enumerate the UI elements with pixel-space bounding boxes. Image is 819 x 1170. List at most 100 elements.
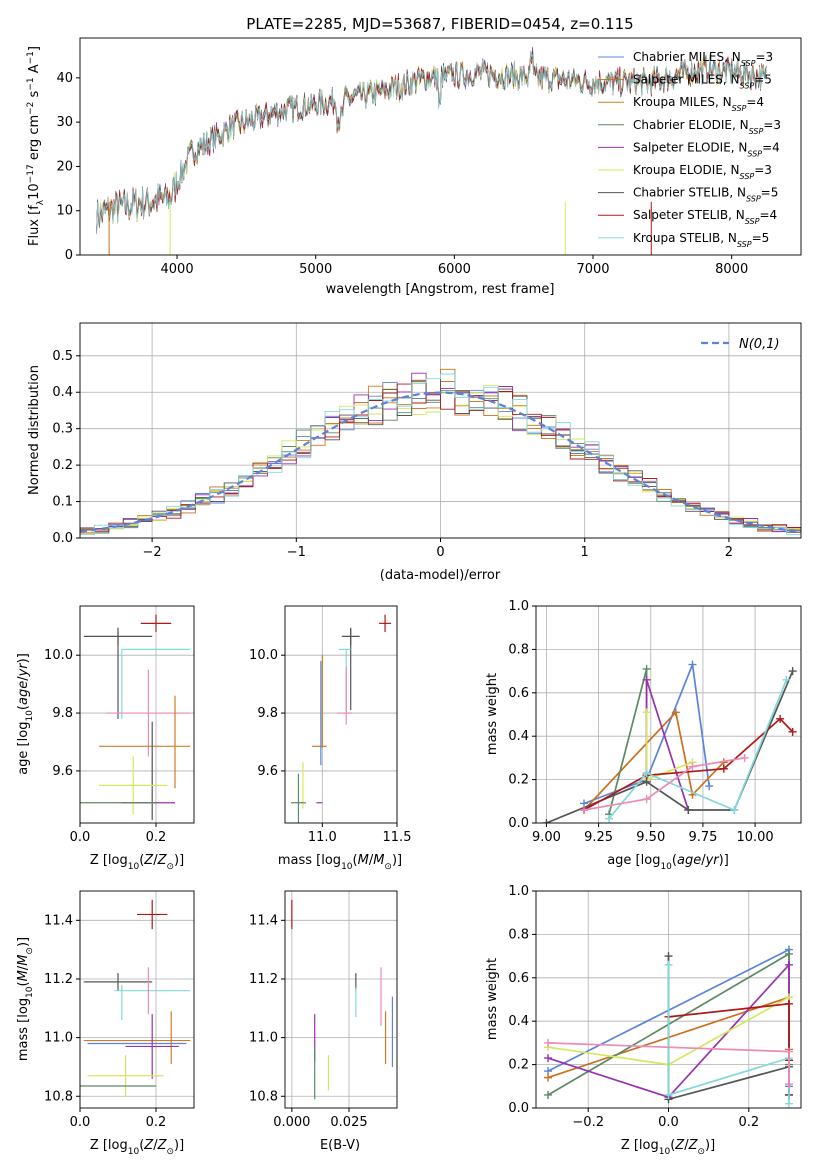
data-point bbox=[684, 805, 693, 814]
data-point bbox=[705, 782, 714, 791]
data-point bbox=[642, 708, 651, 717]
plot-area bbox=[542, 660, 797, 823]
y-tick-label: 11.4 bbox=[249, 913, 278, 928]
data-point bbox=[664, 1090, 673, 1099]
y-tick-label: 9.8 bbox=[257, 706, 278, 721]
y-tick-label: 0.2 bbox=[508, 1058, 529, 1073]
data-point bbox=[719, 764, 728, 773]
data-point bbox=[788, 727, 797, 736]
y-tick-label: 10.0 bbox=[249, 648, 278, 663]
data-point bbox=[784, 1047, 793, 1056]
x-tick-label: 0.2 bbox=[146, 830, 167, 845]
x-tick-label: 0.2 bbox=[146, 1115, 167, 1130]
y-tick-label: 10.8 bbox=[44, 1089, 73, 1104]
y-tick-label: 0.8 bbox=[508, 642, 529, 657]
y-tick-label: 10 bbox=[56, 204, 73, 219]
x-axis-label: mass [log10(M/M⊙)] bbox=[278, 853, 402, 872]
x-tick-label: 0.025 bbox=[330, 1115, 367, 1130]
x-tick-label: 11.5 bbox=[383, 830, 412, 845]
x-tick-label: −2 bbox=[143, 545, 162, 560]
plot-area bbox=[96, 46, 767, 255]
data-point bbox=[784, 960, 793, 969]
data-point bbox=[544, 1090, 553, 1099]
y-tick-label: 0.2 bbox=[52, 458, 73, 473]
data-point bbox=[671, 708, 680, 717]
axes-frame bbox=[79, 605, 195, 824]
y-tick-label: 40 bbox=[56, 71, 73, 86]
y-tick-label: 0.0 bbox=[508, 1101, 529, 1116]
y-tick-label: 0.0 bbox=[52, 531, 73, 546]
y-tick-label: 0.6 bbox=[508, 686, 529, 701]
axes-weight_vs_age: 9.00 9.25 9.50 9.75 10.00 0.0 0.2 0.4 0.6 0.8 1.0 a… bbox=[485, 599, 802, 872]
x-tick-label: 6000 bbox=[438, 262, 471, 277]
y-axis-label: Normed distribution bbox=[27, 365, 42, 495]
x-tick-label: 0.0 bbox=[70, 1115, 91, 1130]
y-axis-label: mass weight bbox=[485, 958, 500, 1040]
x-axis-label: Z [log10(Z/Z⊙)] bbox=[621, 1138, 715, 1157]
y-tick-label: 0.3 bbox=[52, 422, 73, 437]
y-tick-label: 1.0 bbox=[508, 599, 529, 614]
x-tick-label: 9.75 bbox=[688, 830, 717, 845]
x-tick-label: 10.00 bbox=[736, 830, 773, 845]
data-point bbox=[664, 952, 673, 961]
y-tick-label: 30 bbox=[56, 115, 73, 130]
legend-entry: Chabrier STELIB, NSSP=5 bbox=[633, 186, 778, 204]
x-tick-label: 4000 bbox=[161, 262, 194, 277]
x-axis-label: (data-model)/error bbox=[380, 568, 501, 583]
data-point bbox=[542, 819, 551, 823]
plot-area bbox=[544, 945, 793, 1108]
y-axis-label: mass weight bbox=[485, 673, 500, 755]
legend-entry: Salpeter STELIB, NSSP=4 bbox=[633, 208, 777, 226]
y-tick-label: 9.6 bbox=[257, 764, 278, 779]
weight-line bbox=[583, 757, 745, 811]
legend-entry: Salpeter ELODIE, NSSP=4 bbox=[633, 140, 780, 158]
axes-frame bbox=[284, 605, 398, 824]
y-tick-label: 10.0 bbox=[44, 648, 73, 663]
axes-age_vs_Z: 0.0 0.2 9.6 9.8 10.0 Z [log10(Z/Z⊙)] age [log1… bbox=[16, 605, 195, 872]
spectrum-line bbox=[96, 50, 767, 233]
x-tick-label: 1 bbox=[581, 545, 589, 560]
weight-line bbox=[583, 710, 725, 811]
axes-frame bbox=[79, 890, 195, 1109]
data-point bbox=[605, 814, 614, 823]
data-point bbox=[642, 769, 651, 778]
data-point bbox=[784, 999, 793, 1008]
data-point bbox=[688, 762, 697, 771]
y-tick-label: 0.2 bbox=[508, 773, 529, 788]
x-tick-label: 0.0 bbox=[658, 1115, 679, 1130]
legend-entry: Chabrier ELODIE, NSSP=3 bbox=[633, 118, 781, 136]
x-axis-label: Z [log10(Z/Z⊙)] bbox=[90, 853, 184, 872]
x-tick-label: 0.2 bbox=[738, 1115, 759, 1130]
axes-frame bbox=[535, 605, 802, 824]
axes-frame bbox=[284, 890, 398, 1109]
axes-frame bbox=[79, 37, 802, 256]
y-tick-label: 0.1 bbox=[52, 495, 73, 510]
x-tick-label: 9.25 bbox=[584, 830, 613, 845]
x-tick-label: −0.2 bbox=[572, 1115, 604, 1130]
x-tick-label: 9.50 bbox=[636, 830, 665, 845]
axes-age_vs_mass: 11.0 11.5 9.6 9.8 10.0 mass [log10(M/M⊙)] bbox=[249, 605, 412, 872]
y-tick-label: 11.0 bbox=[44, 1031, 73, 1046]
axes-mass_vs_EBV: 0.000 0.025 10.8 11.0 11.2 11.4 E(B-V) bbox=[249, 890, 398, 1153]
y-tick-label: 20 bbox=[56, 159, 73, 174]
y-tick-label: 0.4 bbox=[508, 1014, 529, 1029]
y-tick-label: 9.8 bbox=[52, 706, 73, 721]
data-point bbox=[579, 805, 588, 814]
plot-area bbox=[80, 899, 191, 1097]
axes-spectrum: 4000 5000 6000 7000 8000 0 10 20 30 40 wavelength … bbox=[26, 37, 802, 297]
data-point bbox=[784, 1080, 793, 1089]
legend-entry: Salpeter MILES, NSSP=5 bbox=[633, 73, 772, 91]
histogram-step bbox=[80, 373, 801, 533]
x-axis-label: E(B-V) bbox=[320, 1138, 360, 1153]
axes-histogram: −2 −1 0 1 2 0.0 0.1 0.2 0.3 0.4 0.5 (data-model)/er… bbox=[27, 322, 802, 583]
y-axis-label: mass [log10(M/M⊙)] bbox=[16, 937, 35, 1061]
y-axis-label: Flux [fλ10−17 erg cm−2 s−1 A−1] bbox=[26, 46, 46, 246]
legend-entry: Kroupa STELIB, NSSP=5 bbox=[633, 231, 769, 249]
plot-area bbox=[80, 614, 191, 821]
y-tick-label: 11.2 bbox=[249, 972, 278, 987]
data-point bbox=[642, 795, 651, 804]
x-tick-label: 11.0 bbox=[308, 830, 337, 845]
x-tick-label: −1 bbox=[287, 545, 306, 560]
legend-entry: Kroupa ELODIE, NSSP=3 bbox=[633, 163, 772, 181]
